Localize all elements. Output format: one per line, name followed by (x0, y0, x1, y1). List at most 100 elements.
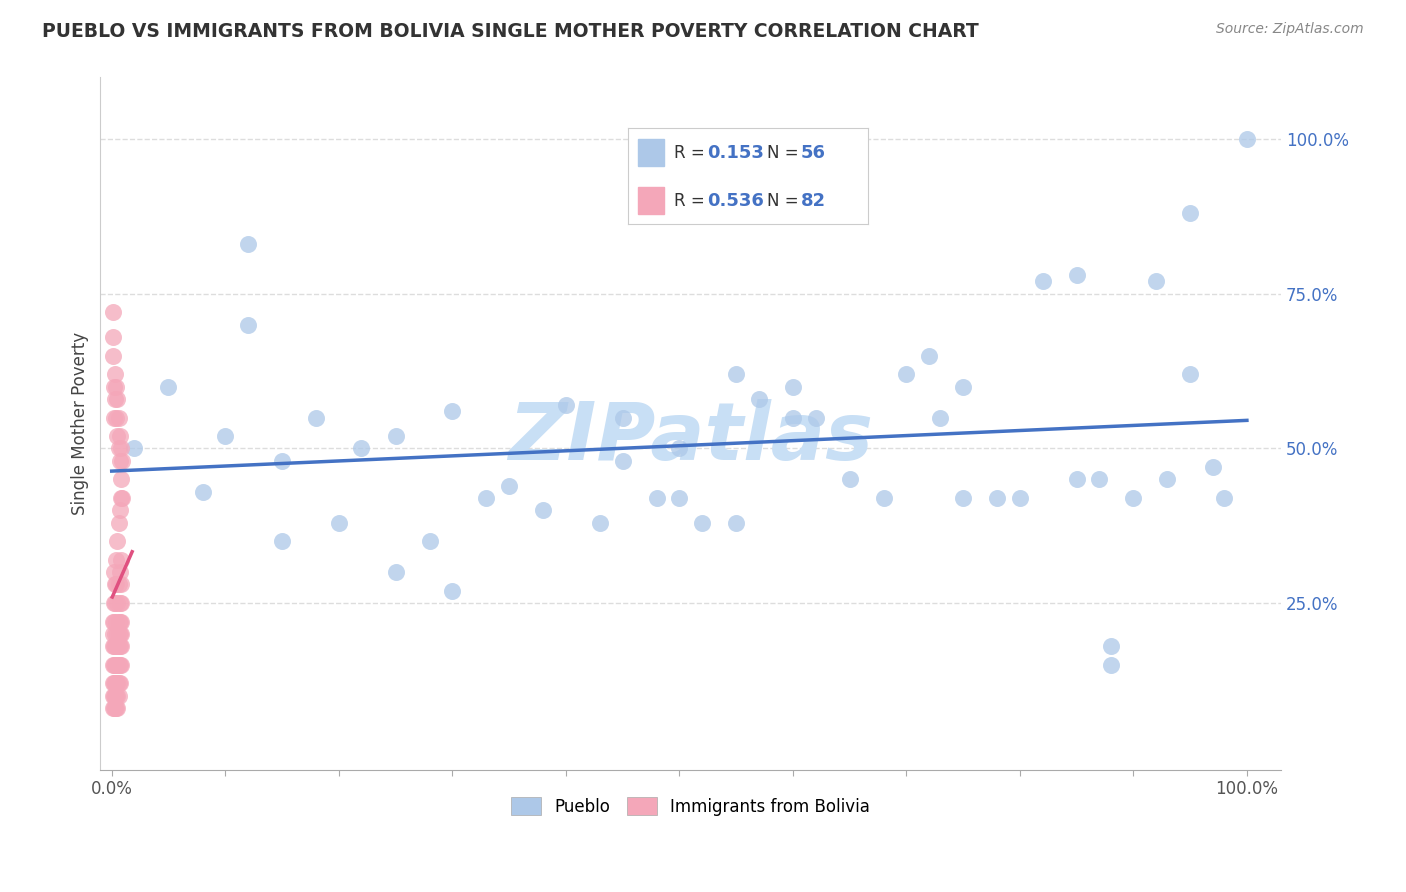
Point (104, 701, 127, 715)
Point (110, 596, 132, 610)
Text: 82: 82 (800, 192, 825, 210)
FancyBboxPatch shape (637, 187, 664, 214)
Point (105, 657, 128, 672)
Point (108, 627, 131, 641)
Point (103, 701, 125, 715)
Point (952, 379, 974, 393)
Point (105, 429, 128, 443)
Point (589, 516, 612, 530)
Point (104, 392, 127, 406)
Point (554, 398, 576, 412)
Point (101, 689, 124, 703)
Point (101, 676, 124, 690)
Point (104, 689, 127, 703)
Point (105, 689, 128, 703)
Point (105, 577, 128, 591)
Point (101, 627, 124, 641)
Point (105, 392, 128, 406)
Point (1236, 132, 1258, 146)
Point (782, 379, 804, 393)
Point (612, 454, 634, 468)
Point (384, 429, 406, 443)
Text: 56: 56 (800, 144, 825, 161)
Point (191, 484, 214, 499)
Point (110, 491, 132, 505)
Text: N =: N = (768, 144, 804, 161)
Point (1144, 275, 1167, 289)
Point (872, 491, 894, 505)
Point (103, 565, 125, 579)
Point (838, 472, 860, 486)
Point (531, 503, 554, 517)
Point (271, 534, 294, 549)
Point (350, 442, 373, 456)
Point (105, 657, 128, 672)
Point (918, 349, 941, 363)
Point (690, 516, 713, 530)
Point (108, 676, 131, 690)
Point (103, 657, 125, 672)
Point (110, 615, 132, 629)
Point (110, 657, 132, 672)
Text: R =: R = (673, 192, 710, 210)
Text: Source: ZipAtlas.com: Source: ZipAtlas.com (1216, 22, 1364, 37)
Point (110, 577, 132, 591)
Point (108, 565, 131, 579)
Point (952, 491, 974, 505)
Point (107, 627, 129, 641)
Point (441, 404, 464, 418)
Point (104, 657, 127, 672)
Point (1156, 472, 1178, 486)
Point (1178, 206, 1201, 220)
Point (108, 429, 131, 443)
Point (103, 379, 125, 393)
Point (929, 410, 952, 425)
Point (111, 491, 134, 505)
Text: R =: R = (673, 144, 710, 161)
Point (475, 491, 498, 505)
Point (105, 701, 128, 715)
Point (103, 615, 125, 629)
Point (104, 596, 127, 610)
Point (103, 410, 125, 425)
Point (105, 615, 128, 629)
Point (104, 577, 127, 591)
Point (111, 454, 134, 468)
Point (105, 640, 128, 654)
Point (124, 442, 146, 456)
Point (1088, 472, 1111, 486)
Point (110, 627, 132, 641)
Point (782, 410, 804, 425)
Point (105, 410, 128, 425)
Point (103, 676, 125, 690)
Point (105, 701, 128, 715)
Point (105, 640, 128, 654)
Point (1178, 368, 1201, 382)
Point (214, 429, 236, 443)
Point (103, 596, 125, 610)
Point (748, 392, 770, 406)
Point (157, 379, 180, 393)
Point (498, 478, 520, 492)
Point (105, 534, 128, 549)
Point (107, 615, 129, 629)
Point (1066, 268, 1088, 283)
Point (101, 349, 124, 363)
Point (305, 410, 328, 425)
Point (105, 379, 128, 393)
Text: N =: N = (768, 192, 804, 210)
Point (107, 676, 129, 690)
Point (103, 640, 125, 654)
Y-axis label: Single Mother Poverty: Single Mother Poverty (72, 332, 89, 516)
Text: 0.536: 0.536 (707, 192, 763, 210)
Point (1213, 491, 1236, 505)
Point (108, 596, 131, 610)
Point (101, 615, 124, 629)
Point (105, 689, 128, 703)
Point (107, 577, 129, 591)
Point (725, 368, 748, 382)
Point (108, 657, 131, 672)
Point (668, 491, 690, 505)
Point (108, 503, 131, 517)
Point (105, 596, 128, 610)
